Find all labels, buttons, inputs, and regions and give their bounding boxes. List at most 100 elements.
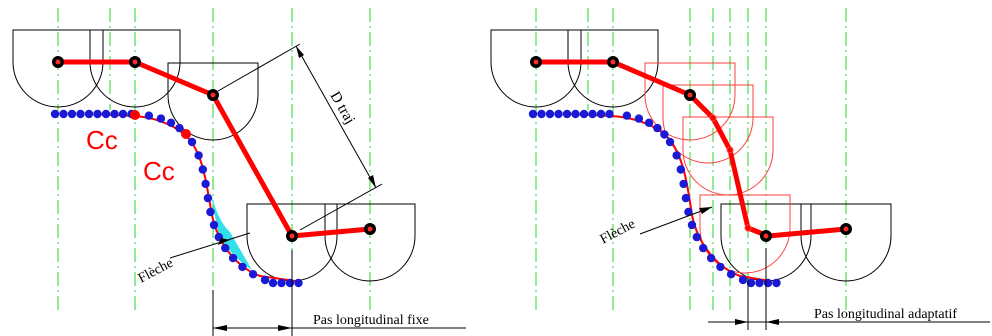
tool-outline [800,203,892,282]
surface-point [144,111,154,120]
surface-point [687,220,697,230]
surface-point [672,151,681,160]
surface-point [537,109,546,119]
surface-point [684,207,693,217]
contact-point [130,110,140,120]
surface-point [201,179,210,189]
fleche-arrow-right [699,207,712,214]
surface-point [660,130,669,139]
surface-point [763,278,773,288]
tool-pivots-left [52,56,376,242]
surface-point [679,179,688,189]
surface-point [596,109,606,119]
surface-point [59,109,68,119]
tool-outline [324,203,416,282]
fleche-label-left: Flèche [136,256,176,287]
surface-point [203,193,213,203]
fleche-leader-left [169,232,251,259]
tool-outline [167,62,259,141]
adaptive-pivot [709,114,717,122]
surface-point [209,220,219,230]
surface-point [221,243,230,253]
surface-point [277,278,286,288]
tool-outline [490,29,582,108]
tool-outlines-left [12,29,416,282]
tool-pivot-center [289,233,295,239]
contact-curve-left [94,113,296,282]
dtraj-extension-bottom [299,183,383,231]
step-arrow-left [213,325,227,331]
surface-point [605,109,614,119]
tool-pivot-center [843,226,849,232]
surface-point [110,109,119,119]
tool-pivot-center [367,226,373,232]
surface-point [579,109,589,119]
surface-point [738,275,748,285]
tool-pivot-center [55,59,61,65]
tool-pivot-center [687,92,693,98]
adaptive-tool-outline [682,116,774,196]
step-arrow-right [278,325,292,331]
surface-point [622,111,632,120]
surface-point [198,165,207,174]
surface-points-right [528,109,781,288]
adaptive-arrow-right [766,319,779,325]
dtraj-dimension-line [295,45,377,189]
surface-point [228,253,238,263]
surface-point [545,109,555,119]
surface-point [571,109,580,119]
tool-pivots-right [530,56,852,242]
surface-points-left [50,109,303,288]
right-panel-adaptive-step: Flèche Pas longitudinal adaptatif [490,8,990,330]
surface-point [716,262,725,272]
surface-point [681,193,691,203]
surface-point [634,114,644,123]
adaptive-tool-outline [644,62,736,141]
surface-point [755,278,764,288]
adaptive-pivot [744,224,752,232]
surface-point [268,278,278,288]
surface-point [187,137,197,147]
surface-point [260,275,270,285]
surface-point [746,278,756,288]
surface-point [699,243,708,253]
contact-curve-right [569,113,771,282]
fleche-leader-right [639,206,713,235]
tool-outline [12,29,104,108]
surface-point [50,109,60,119]
surface-point [285,278,295,288]
surface-point [653,123,662,133]
surface-point [175,123,184,133]
tool-pivot-center [610,59,616,65]
surface-point [101,109,111,119]
surface-point [644,118,654,128]
surface-point [67,109,77,119]
surface-point [562,109,572,119]
left-panel-fixed-step: D traj Cc Cc Flèche Pas longitudinal fix… [12,8,466,336]
dtraj-arrow-bottom [368,175,376,188]
surface-point [692,232,701,242]
surface-point [93,109,102,119]
cc-label-1: Cc [86,125,118,155]
surface-point [665,137,675,147]
surface-point [248,270,258,279]
tool-pivot-center [132,59,138,65]
dtraj-extension-top [217,43,301,92]
surface-point [194,151,203,160]
tool-pivot-center [210,92,216,98]
surface-point [528,109,538,119]
fleche-label-right: Flèche [598,217,638,248]
surface-point [76,109,85,119]
surface-point [772,278,781,288]
surface-point [84,109,94,119]
surface-point [676,165,685,174]
surface-point [118,109,128,119]
adaptive-arrow-left [735,319,748,325]
surface-point [554,109,563,119]
pas-fixe-label: Pas longitudinal fixe [313,313,429,328]
cc-label-2: Cc [143,156,175,186]
surface-point [238,262,247,272]
dtraj-arrow-top [296,46,304,58]
